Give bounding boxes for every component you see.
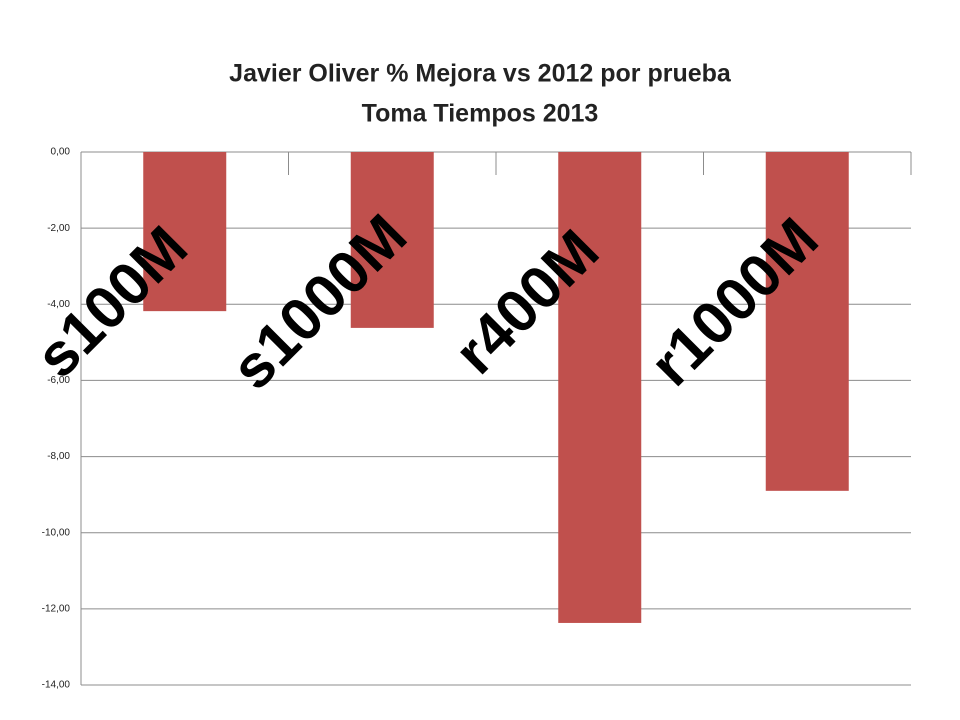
- y-tick-label: -2,00: [47, 223, 70, 234]
- bar: [143, 152, 227, 312]
- y-tick-label: 0,00: [51, 147, 71, 158]
- y-tick-label: -8,00: [47, 451, 70, 462]
- y-tick-label: -6,00: [47, 375, 70, 386]
- chart-subtitle: Toma Tiempos 2013: [362, 100, 599, 128]
- chart-title: Javier Oliver % Mejora vs 2012 por prueb…: [229, 60, 732, 88]
- y-tick-label: -14,00: [42, 680, 71, 691]
- bar: [765, 152, 849, 491]
- y-tick-label: -4,00: [47, 299, 70, 310]
- bar: [350, 152, 434, 328]
- y-tick-label: -10,00: [42, 527, 71, 538]
- y-tick-label: -12,00: [42, 603, 71, 614]
- bar: [558, 152, 642, 623]
